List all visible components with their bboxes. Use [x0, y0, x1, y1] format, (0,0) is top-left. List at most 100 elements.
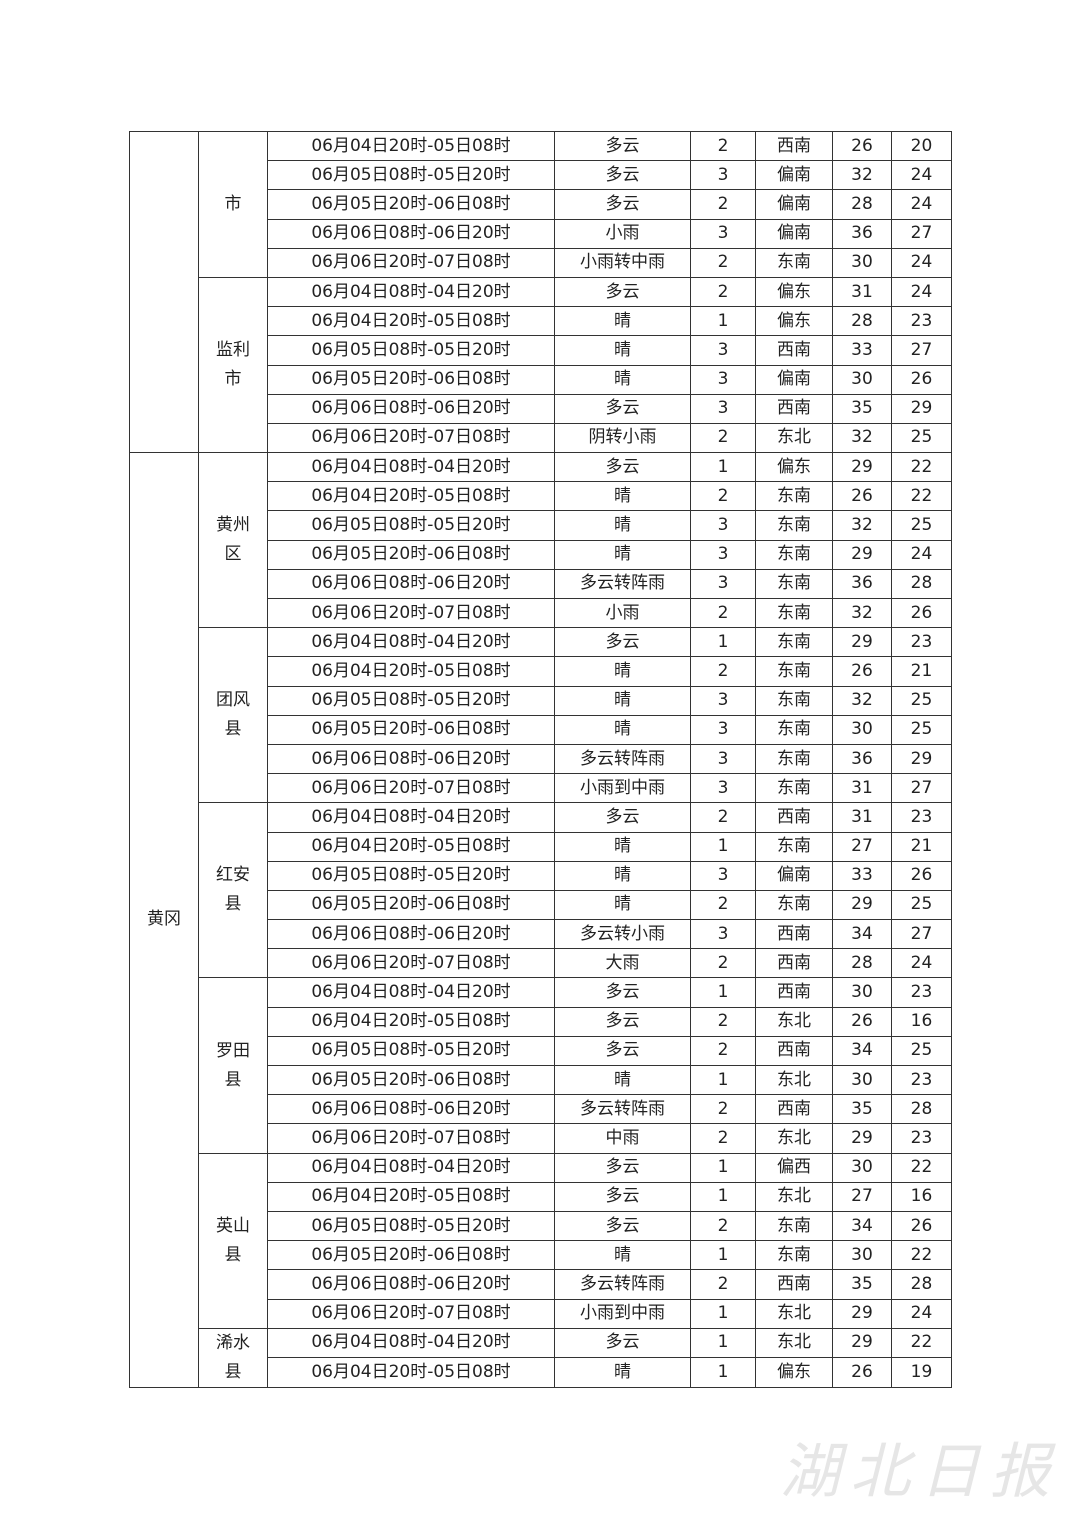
wind-direction: 偏西 — [755, 1152, 833, 1183]
table-row: 06月04日20时-05日08时晴 1 偏东 28 23 — [130, 306, 952, 337]
weather: 多云 — [554, 189, 691, 220]
table-row: 浠水县 06月04日08时-04日20时 多云 1 东北 29 22 — [130, 1327, 952, 1388]
wind-direction: 偏东 — [755, 306, 833, 337]
weather: 晴 — [554, 306, 691, 337]
low-temp: 22 — [891, 1152, 952, 1183]
wind-direction: 西南 — [755, 977, 833, 1008]
weather: 晴 — [554, 656, 691, 687]
weather: 多云转阵雨 — [554, 743, 691, 775]
weather: 小雨转中雨 — [554, 247, 691, 278]
wind-direction: 西南 — [755, 1269, 833, 1300]
wind-direction: 东北 — [755, 1181, 833, 1212]
low-temp: 28 — [891, 1269, 952, 1300]
wind-direction: 西南 — [755, 1094, 833, 1125]
wind-level: 2 — [690, 889, 756, 921]
weather: 小雨到中雨 — [554, 773, 691, 804]
city-cell: 黄冈 — [129, 452, 199, 1388]
wind-direction: 西南 — [755, 393, 833, 424]
low-temp: 27 — [891, 919, 952, 950]
wind-direction: 西南 — [755, 948, 833, 979]
county-cell: 市 — [198, 131, 268, 278]
wind-direction: 偏东 — [755, 452, 833, 483]
wind-level: 2 — [690, 597, 756, 629]
table-row: 黄冈 黄州区 06月04日08时-04日20时 多云 1 偏东 29 22 — [129, 452, 952, 1388]
weather: 多云 — [554, 130, 691, 162]
county-name: 黄州区 — [215, 515, 250, 565]
table-row: 英山县 06月04日08时-04日20时 多云 1 偏西 30 22 — [130, 1152, 952, 1329]
county-cell: 黄州区 — [198, 452, 268, 629]
weather: 大雨 — [554, 948, 691, 979]
weather: 多云转阵雨 — [554, 568, 691, 600]
time: 06月06日08时-06日20时 — [267, 919, 555, 950]
high-temp: 30 — [832, 977, 892, 1008]
wind-direction: 东南 — [755, 1210, 833, 1242]
table-row: 06月06日20时-07日08时 中雨 2 东北 29 23 — [130, 1123, 952, 1154]
time: 06月05日20时-06日08时 — [267, 539, 555, 570]
high-temp: 36 — [832, 743, 892, 775]
high-temp: 30 — [832, 714, 892, 745]
low-temp: 29 — [891, 393, 952, 424]
county-name: 罗田县 — [215, 1040, 250, 1090]
high-temp: 32 — [832, 597, 892, 629]
table-row: 06月05日20时-06日08时晴 3 东南 30 25 — [130, 714, 952, 745]
time: 06月05日08时-05日20时 — [267, 860, 555, 891]
table-row: 罗田县 06月04日08时-04日20时 多云 1 西南 30 23 — [130, 977, 952, 1154]
low-temp: 21 — [891, 831, 952, 862]
low-temp: 23 — [891, 802, 952, 833]
wind-level: 3 — [690, 160, 756, 191]
weather: 晴 — [554, 1240, 691, 1271]
wind-level: 2 — [690, 1123, 756, 1154]
high-temp: 35 — [832, 1269, 892, 1300]
wind-direction: 东南 — [755, 831, 833, 862]
low-temp: 27 — [891, 335, 952, 366]
high-temp: 35 — [832, 1094, 892, 1125]
time: 06月04日20时-05日08时 — [267, 306, 555, 337]
high-temp: 31 — [832, 276, 892, 308]
wind-direction: 东南 — [755, 247, 833, 278]
high-temp: 27 — [832, 831, 892, 862]
table-row: 06月05日20时-06日08时晴 1 东南 30 22 — [130, 1240, 952, 1271]
high-temp: 30 — [832, 1064, 892, 1096]
table-row: 团风县 06月04日08时-04日20时 多云 1 东南 29 23 — [130, 627, 952, 804]
county-cell: 罗田县 — [198, 977, 268, 1154]
table-row: 市 06月04日20时-05日08时 多云 2 西南 26 20 — [129, 130, 952, 454]
wind-level: 3 — [690, 860, 756, 891]
weather: 多云 — [554, 1006, 691, 1037]
table-row: 06月05日08时-05日20时 多云 2 西南 34 25 — [130, 1035, 952, 1067]
weather: 小雨 — [554, 218, 691, 249]
time: 06月05日08时-05日20时 — [267, 510, 555, 541]
wind-level: 1 — [690, 1357, 756, 1388]
time: 06月04日20时-05日08时 — [267, 831, 555, 862]
low-temp: 25 — [891, 685, 952, 716]
table-row: 06月06日08时-06日20时 多云转阵雨 3 东南 36 29 — [130, 743, 952, 775]
wind-direction: 偏南 — [755, 860, 833, 891]
wind-direction: 东南 — [755, 539, 833, 570]
wind-direction: 东南 — [755, 773, 833, 804]
time: 06月05日20时-06日08时 — [267, 1240, 555, 1271]
table-row: 06月05日08时-05日20时晴 3 东南 32 25 — [130, 510, 952, 541]
weather: 晴 — [554, 889, 691, 921]
wind-direction: 偏南 — [755, 218, 833, 249]
weather: 多云 — [554, 627, 691, 658]
weather: 多云 — [554, 1035, 691, 1067]
wind-level: 2 — [690, 1210, 756, 1242]
wind-level: 1 — [690, 306, 756, 337]
low-temp: 25 — [891, 1035, 952, 1067]
wind-direction: 东南 — [755, 685, 833, 716]
time: 06月05日08时-05日20时 — [267, 685, 555, 716]
time: 06月04日08时-04日20时 — [267, 1327, 555, 1359]
high-temp: 34 — [832, 1210, 892, 1242]
weather: 多云 — [554, 1210, 691, 1242]
time: 06月06日20时-07日08时 — [267, 597, 555, 629]
table-row: 06月06日08时-06日20时 多云 3 西南 35 29 — [130, 393, 952, 424]
wind-level: 2 — [690, 422, 756, 454]
wind-direction: 偏东 — [755, 1357, 833, 1388]
wind-level: 3 — [690, 568, 756, 600]
time: 06月06日08时-06日20时 — [267, 1269, 555, 1300]
table-row: 06月06日20时-07日08时 小雨转中雨 2 东南 30 24 — [130, 247, 952, 278]
table-row: 06月04日20时-05日08时晴 1 偏东 26 19 — [130, 1357, 952, 1388]
table-row: 06月06日20时-07日08时 小雨到中雨 3 东南 31 27 — [130, 773, 952, 804]
high-temp: 30 — [832, 364, 892, 395]
low-temp: 25 — [891, 510, 952, 541]
